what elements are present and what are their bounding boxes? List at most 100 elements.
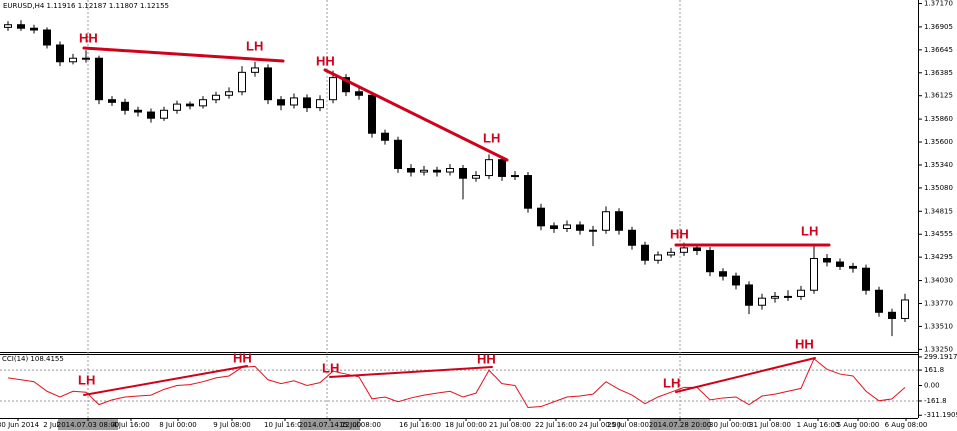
candle-body: [394, 139, 402, 170]
y-tick-label: 1.35600: [924, 138, 953, 146]
y-tick-label: 1.36645: [924, 46, 953, 54]
candle-body: [472, 175, 480, 179]
x-tick-label: 24 Jul 00:00: [579, 421, 621, 429]
annotation: HH: [477, 351, 496, 366]
y-tick-label: 1.36385: [924, 69, 953, 77]
trend-line: [83, 365, 248, 396]
crosshair-label-box: [58, 419, 118, 430]
candle-body: [251, 67, 259, 73]
candle-body: [810, 257, 818, 291]
trend-line: [323, 68, 509, 162]
candle-body: [849, 265, 857, 269]
candle-body: [524, 175, 532, 209]
x-tick-label: 25 Jul 08:00: [607, 421, 649, 429]
candle-body: [563, 224, 571, 229]
y-tick-label: 1.33510: [924, 322, 953, 330]
candle-body: [160, 109, 168, 119]
candle-body: [238, 71, 246, 93]
candle-body: [407, 168, 415, 173]
candle-body: [641, 244, 649, 261]
candle-body: [95, 57, 103, 101]
candle-body: [420, 169, 428, 173]
symbol-header: EURUSD,H4 1.11916 1.12187 1.11807 1.1215…: [3, 2, 169, 10]
annotation: HH: [316, 53, 335, 68]
candle-body: [108, 99, 116, 103]
annotation: HH: [670, 226, 689, 241]
crosshair-label-box: [650, 419, 710, 430]
x-tick-label: 8 Jul 00:00: [159, 421, 197, 429]
candle-body: [4, 24, 12, 28]
candle-body: [446, 168, 454, 173]
annotation: HH: [795, 336, 814, 351]
annotation: LH: [246, 38, 263, 53]
candle-body: [550, 225, 558, 229]
x-tick-label: 2014.07.14 12:00: [299, 421, 361, 429]
candle-body: [745, 284, 753, 306]
candle-body: [290, 97, 298, 106]
candle-body: [693, 247, 701, 252]
candle-body: [628, 229, 636, 246]
candle-body: [771, 295, 779, 299]
y-tick-label: -161.8: [924, 397, 947, 405]
candle-body: [459, 168, 467, 179]
candle-body: [784, 295, 792, 298]
candle-body: [342, 77, 350, 93]
y-tick-label: 1.36125: [924, 92, 953, 100]
x-tick-label: 22 Jul 16:00: [535, 421, 577, 429]
y-tick-label: 161.8: [924, 366, 944, 374]
candle-body: [264, 67, 272, 101]
annotation: LH: [322, 360, 339, 375]
candle-body: [732, 275, 740, 286]
annotation: LH: [78, 372, 95, 387]
candle-body: [836, 261, 844, 267]
trend-line: [82, 46, 285, 63]
candle-body: [30, 27, 38, 31]
candle-body: [615, 211, 623, 231]
candle-body: [511, 175, 519, 178]
candle-body: [758, 297, 766, 306]
x-tick-label: 1 Aug 16:00: [797, 421, 840, 429]
x-tick-label: 4 Jul 16:00: [112, 421, 150, 429]
candle-body: [329, 77, 337, 101]
candle-body: [875, 289, 883, 313]
x-tick-label: 15 Jul 08:00: [339, 421, 381, 429]
trend-line: [329, 366, 493, 378]
candle-body: [706, 250, 714, 273]
x-tick-label: 9 Jul 08:00: [213, 421, 251, 429]
candle-body: [147, 111, 155, 119]
y-tick-label: 1.34815: [924, 207, 953, 215]
trend-line: [675, 357, 816, 393]
x-tick-label: 5 Aug 00:00: [837, 421, 880, 429]
annotation: HH: [79, 30, 98, 45]
x-tick-label: 16 Jul 16:00: [399, 421, 441, 429]
candle-body: [43, 29, 51, 46]
annotation: LH: [801, 223, 818, 238]
candle-body: [212, 94, 220, 101]
candle-body: [498, 159, 506, 177]
y-tick-label: 299.1917: [924, 353, 957, 361]
candle-body: [667, 251, 675, 256]
candle-body: [368, 94, 376, 134]
candle-body: [225, 91, 233, 96]
y-tick-label: 0.00: [924, 382, 940, 390]
x-tick-label: 30 Jul 00:00: [709, 421, 751, 429]
candle-body: [602, 211, 610, 231]
candle-body: [433, 169, 441, 173]
candle-body: [680, 247, 688, 253]
annotation: HH: [233, 350, 252, 365]
candle-body: [17, 24, 25, 29]
crosshair-label-box: [300, 419, 360, 430]
indicator-line: [7, 357, 906, 409]
y-tick-label: 1.34555: [924, 230, 953, 238]
indicator-title: CCI(14) 108.4155: [2, 355, 64, 363]
y-tick-label: 1.33250: [924, 345, 953, 353]
annotation: LH: [483, 130, 500, 145]
candle-body: [901, 299, 909, 319]
candle-body: [134, 109, 142, 113]
y-tick-label: 1.37170: [924, 0, 953, 8]
candle-body: [537, 207, 545, 227]
candle-body: [719, 271, 727, 277]
candle-body: [316, 99, 324, 109]
y-tick-label: 1.35860: [924, 115, 953, 123]
